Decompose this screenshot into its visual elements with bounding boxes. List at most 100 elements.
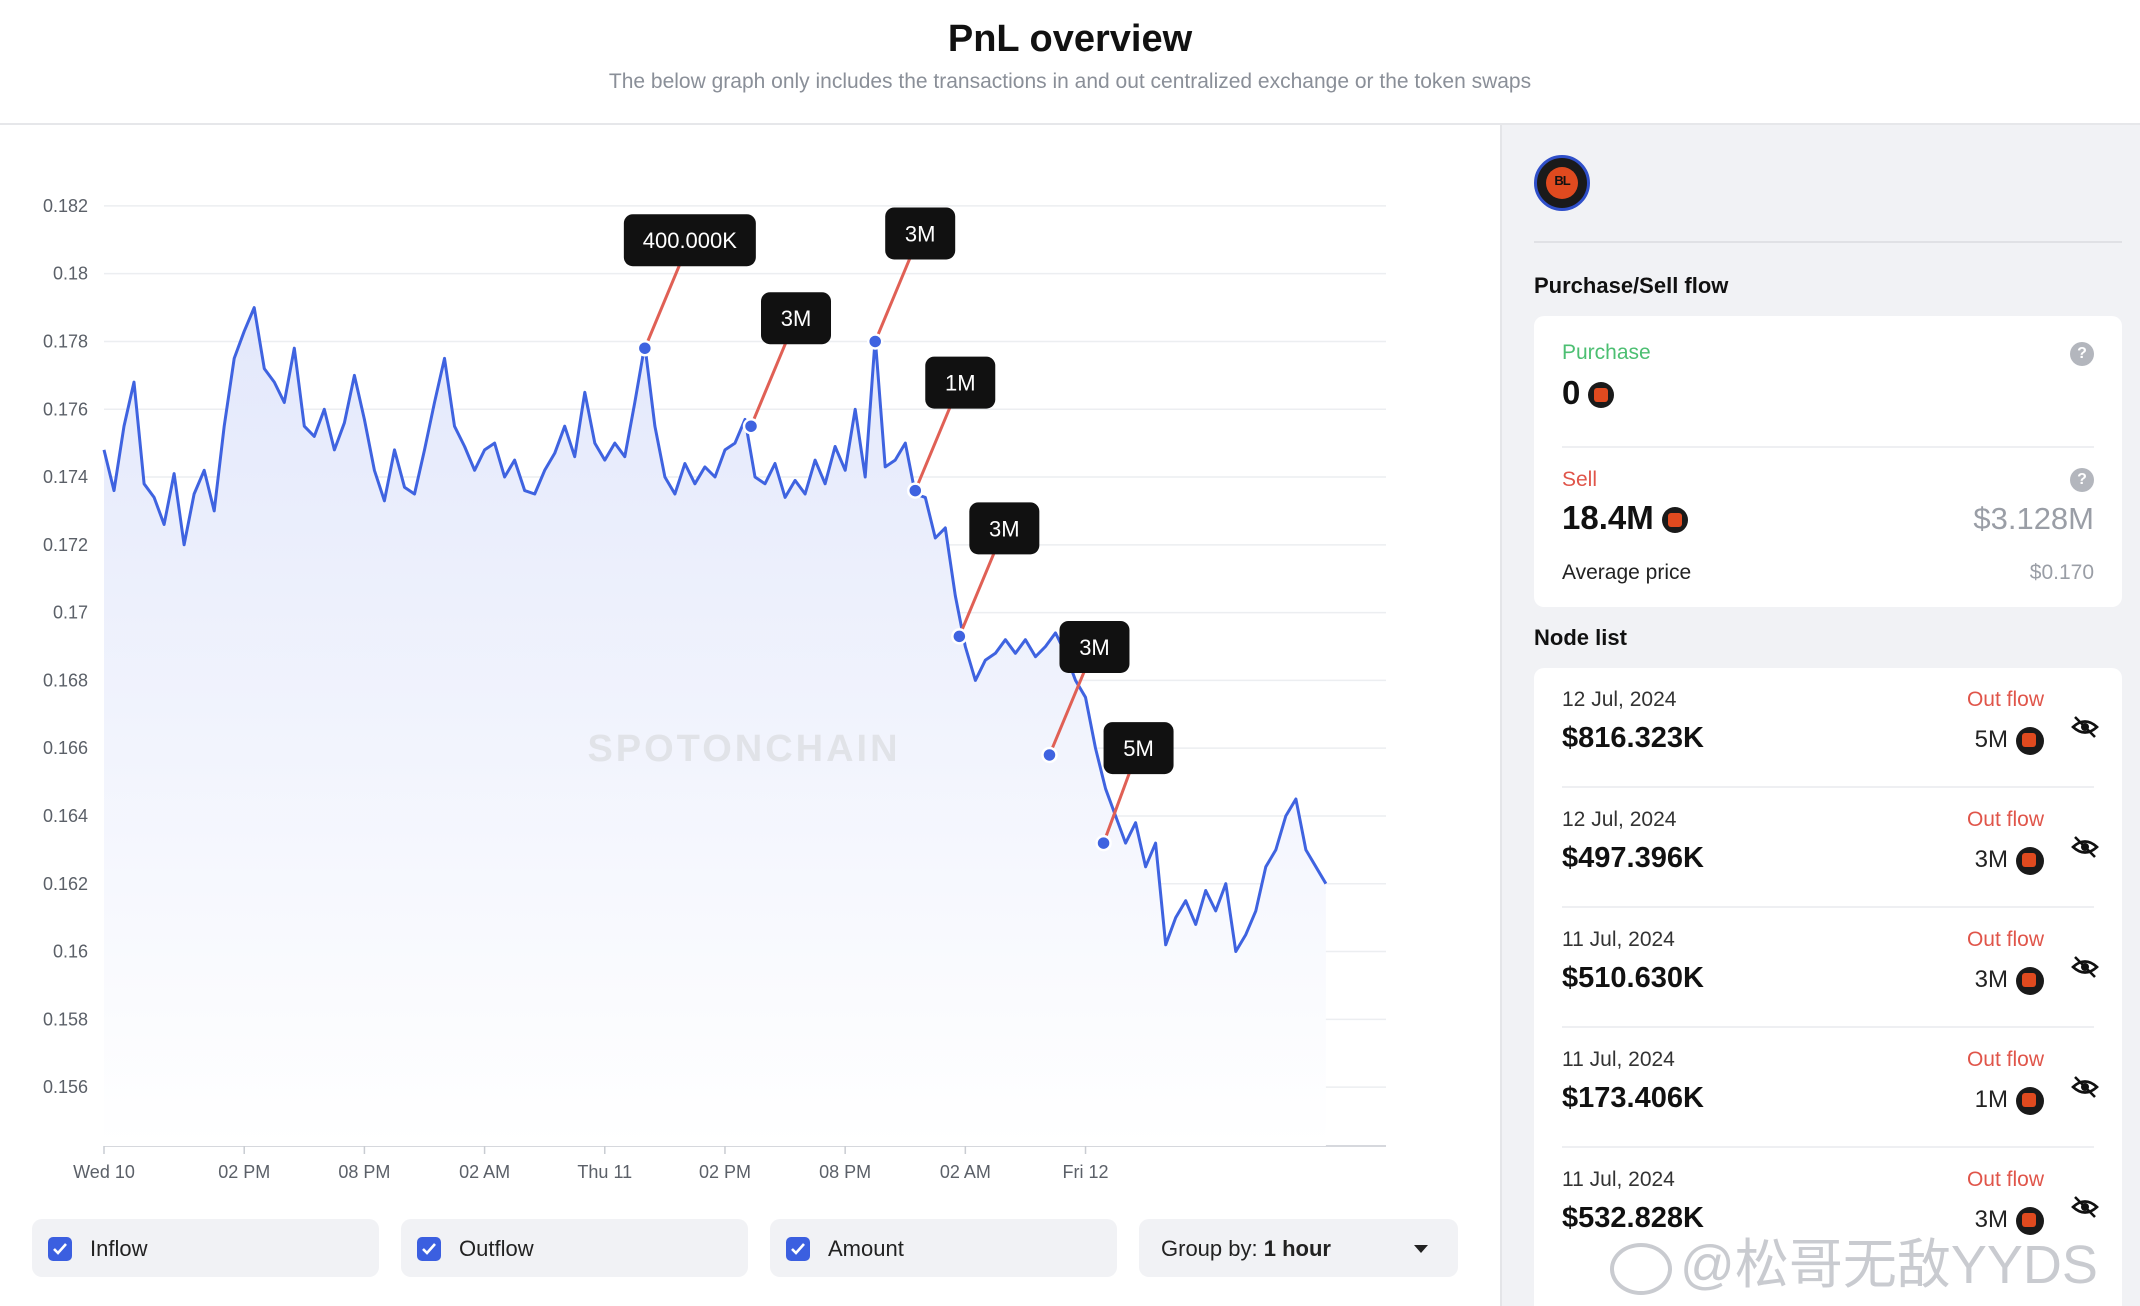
eye-off-icon[interactable]	[2070, 712, 2100, 742]
node-point	[907, 482, 924, 499]
node-list-item[interactable]: 12 Jul, 2024 $497.396K Out flow 3M	[1534, 788, 2122, 908]
x-tick-label: Wed 10	[73, 1162, 135, 1182]
eye-off-icon[interactable]	[2070, 832, 2100, 862]
node-amount: 1M	[1975, 1086, 2044, 1115]
purchase-label: Purchase	[1562, 341, 1651, 364]
token-logo-icon: BL	[1546, 167, 1578, 199]
amount-label: Amount	[828, 1236, 904, 1261]
node-pill	[761, 292, 832, 345]
node-label: 3M	[1079, 635, 1110, 660]
sell-help-icon[interactable]: ?	[2070, 468, 2094, 492]
x-tick-label: Fri 12	[1063, 1162, 1109, 1182]
chart-watermark-text: SPOTONCHAIN	[587, 728, 901, 770]
sell-amount-value: 18.4M	[1562, 499, 1654, 536]
y-tick-label: 0.16	[53, 942, 88, 962]
token-icon	[2016, 726, 2044, 755]
y-tick-label: 0.162	[43, 874, 88, 894]
x-tick-label: Thu 11	[577, 1162, 632, 1182]
x-tick-label: 02 PM	[218, 1162, 270, 1182]
node-point	[951, 628, 968, 645]
group-by-select[interactable]: Group by: 1 hour	[1139, 1219, 1458, 1277]
node-list-item[interactable]: 11 Jul, 2024 $173.406K Out flow 1M	[1534, 1028, 2122, 1148]
sell-amount: 18.4M	[1562, 499, 1688, 537]
node-point	[1041, 746, 1058, 764]
y-tick-label: 0.174	[43, 467, 88, 487]
weibo-icon	[1610, 1242, 1672, 1295]
sidebar: BL Purchase/Sell flow Purchase ? 0 Sell …	[1500, 125, 2140, 1306]
outflow-checkbox[interactable]	[417, 1237, 441, 1261]
y-tick-label: 0.18	[53, 264, 88, 284]
amount-toggle[interactable]: Amount	[770, 1219, 1117, 1277]
node-flow-type: Out flow	[1966, 928, 2044, 951]
node-amount: 3M	[1975, 846, 2044, 875]
token-icon	[1588, 382, 1615, 409]
price-line	[102, 306, 1328, 953]
node-label: 1M	[945, 371, 976, 396]
node-date: 12 Jul, 2024	[1562, 808, 1677, 831]
node-date: 11 Jul, 2024	[1562, 1168, 1675, 1191]
x-tick-label: 02 PM	[699, 1162, 751, 1182]
group-by-text: Group by: 1 hour	[1161, 1236, 1331, 1262]
card-divider	[1562, 446, 2094, 448]
token-icon	[2016, 1206, 2044, 1235]
node-pill	[925, 356, 996, 409]
node-point	[742, 417, 760, 435]
node-label: 5M	[1123, 736, 1154, 761]
price-chart: 0.182 0.18 0.178 0.176 0.174 0.172 0.17 0.168 0.…	[43, 196, 1386, 1182]
page-subtitle: The below graph only includes the transa…	[608, 70, 1532, 93]
node-pill	[1103, 722, 1174, 775]
group-by-value: 1 hour	[1263, 1236, 1331, 1261]
eye-off-icon[interactable]	[2070, 952, 2100, 982]
node-usd-value: $497.396K	[1562, 842, 1704, 874]
node-amount: 5M	[1975, 726, 2044, 755]
average-price-value: $0.170	[2029, 561, 2094, 584]
purchase-amount: 0	[1562, 374, 1615, 412]
node-label: 3M	[989, 516, 1020, 541]
purchase-help-icon[interactable]: ?	[2070, 342, 2094, 366]
sell-usd-value: $3.128M	[1973, 501, 2094, 536]
divider	[1562, 1026, 2094, 1028]
y-tick-label: 0.156	[43, 1077, 88, 1097]
eye-off-icon[interactable]	[2070, 1192, 2100, 1222]
node-pill	[1059, 620, 1130, 673]
token-icon	[2016, 846, 2044, 875]
purchase-sell-card: Purchase ? 0 Sell ? 18.4M $3.128M Averag…	[1534, 316, 2122, 607]
page-title: PnL overview	[947, 18, 1193, 60]
token-avatar[interactable]: BL	[1534, 155, 1590, 211]
eye-off-icon[interactable]	[2070, 1072, 2100, 1102]
price-area	[104, 307, 1326, 1147]
inflow-label: Inflow	[90, 1236, 148, 1261]
sell-label: Sell	[1562, 468, 1598, 491]
inflow-checkbox[interactable]	[48, 1237, 72, 1261]
node-date: 12 Jul, 2024	[1562, 688, 1677, 711]
divider	[1562, 906, 2094, 908]
divider	[1534, 241, 2122, 243]
node-date: 11 Jul, 2024	[1562, 1048, 1675, 1071]
node-label: 3M	[905, 221, 936, 246]
node-point	[1095, 834, 1112, 852]
node-label: 3M	[781, 306, 812, 331]
amount-checkbox[interactable]	[786, 1237, 810, 1261]
node-list-item[interactable]: 11 Jul, 2024 $510.630K Out flow 3M	[1534, 908, 2122, 1028]
x-tick-label: 02 AM	[940, 1162, 991, 1182]
y-tick-label: 0.172	[43, 535, 88, 555]
node-list: 12 Jul, 2024 $816.323K Out flow 5M 12 Ju…	[1534, 668, 2122, 1306]
node-list-title: Node list	[1534, 625, 1627, 650]
node-list-item[interactable]: 11 Jul, 2024 $532.828K Out flow 3M	[1534, 1148, 2122, 1268]
y-tick-label: 0.168	[43, 670, 88, 690]
node-point	[866, 333, 884, 350]
y-tick-label: 0.164	[43, 806, 88, 826]
y-tick-label: 0.182	[43, 196, 88, 216]
inflow-toggle[interactable]: Inflow	[32, 1219, 379, 1277]
x-tick-label: 02 AM	[459, 1162, 510, 1182]
node-usd-value: $173.406K	[1562, 1082, 1704, 1114]
divider	[1562, 786, 2094, 788]
page-header: PnL overview The below graph only includ…	[0, 0, 2140, 125]
token-icon	[1661, 507, 1688, 534]
outflow-toggle[interactable]: Outflow	[401, 1219, 748, 1277]
node-amount: 3M	[1975, 1206, 2044, 1235]
y-tick-label: 0.176	[43, 399, 88, 419]
y-tick-label: 0.166	[43, 738, 88, 758]
node-usd-value: $532.828K	[1562, 1202, 1704, 1234]
node-list-item[interactable]: 12 Jul, 2024 $816.323K Out flow 5M	[1534, 668, 2122, 788]
